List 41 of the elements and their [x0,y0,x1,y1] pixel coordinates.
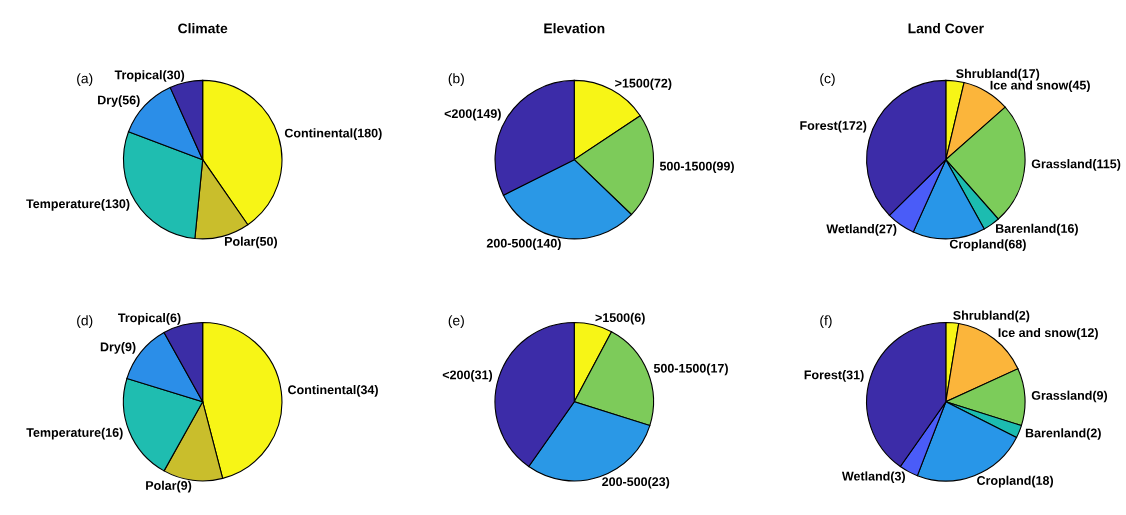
slice-label: 200-500(140) [486,238,561,251]
slice-label: Cropland(68) [949,239,1026,251]
slice-label: Continental(180) [284,128,382,140]
slice-label: Ice and snow(45) [990,80,1090,93]
slice-label: Polar(50) [224,236,278,249]
slice-label: 500-1500(99) [659,161,734,174]
slice-label: Polar(9) [146,480,192,493]
slice-label: Shrubland(2) [953,310,1030,323]
slice-label: Tropical(30) [114,70,185,82]
text: (a) [77,73,93,87]
chart-title: Land Cover [908,23,984,34]
slice-label: Shrubland(17) [956,68,1040,81]
slice-label: Wetland(3) [841,471,905,484]
chart-title: Climate [178,23,228,34]
text: (f) [820,315,832,329]
slice-label: Barenland(2) [1025,428,1101,440]
slice-label: Temperature(16) [26,427,123,440]
text: (d) [77,315,93,329]
slice-label: Continental(34) [288,385,378,397]
slice-label: Tropical(6) [118,313,181,325]
text: (e) [448,315,464,329]
slice-label: Dry(9) [100,342,136,354]
slice-label: 200-500(23) [602,476,670,489]
slice-label: <200(149) [444,108,501,121]
slice-label: Ice and snow(12) [998,327,1098,340]
slice-label: Grassland(115) [1031,159,1121,171]
slice-label: Wetland(27) [826,224,897,236]
slice-label: 500-1500(17) [653,363,728,376]
slice-label: Forest(31) [804,370,864,382]
slice-label: Dry(56) [98,95,140,107]
slice-label: >1500(72) [615,78,672,91]
chart-title: Elevation [544,23,605,34]
text: (c) [820,73,835,87]
text: (b) [448,73,464,87]
slice-label: Barenland(16) [996,223,1078,236]
slice-label: Temperature(130) [26,199,130,211]
slice-label: <200(31) [442,370,493,382]
slice-label: Grassland(9) [1031,390,1108,403]
slice-label: >1500(6) [595,312,645,325]
slice-label: Forest(172) [800,120,867,133]
slice-label: Cropland(18) [977,475,1054,488]
